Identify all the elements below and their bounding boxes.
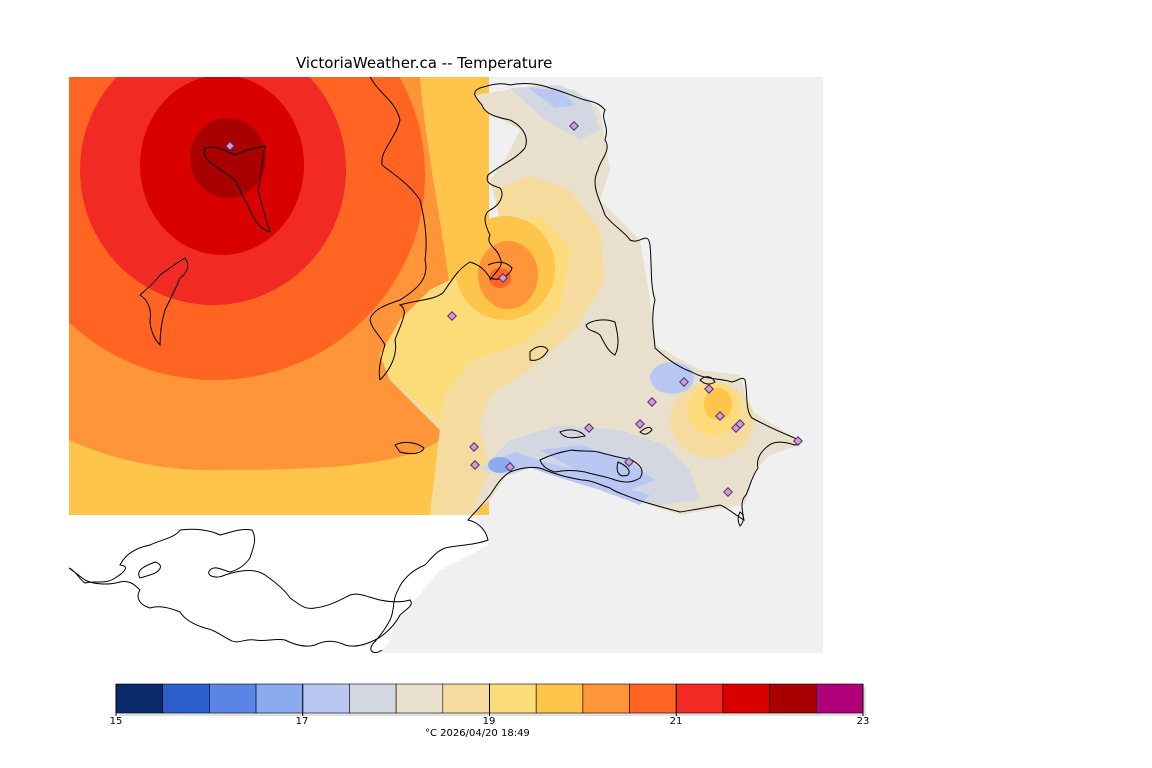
colorbar-swatch — [442, 683, 490, 714]
east-temperature-field — [380, 85, 800, 515]
station-marker — [225, 141, 235, 151]
station-marker — [447, 311, 457, 321]
station-marker — [723, 487, 733, 497]
station-marker — [715, 411, 725, 421]
coastline — [69, 77, 800, 653]
colorbar-swatch — [209, 683, 257, 714]
station-marker — [635, 419, 645, 429]
colorbar-swatch — [395, 683, 444, 714]
station-marker — [647, 397, 657, 407]
colorbar-swatch — [722, 683, 770, 714]
colorbar-swatch — [816, 683, 864, 714]
colorbar-swatch — [535, 683, 584, 714]
colorbar-swatch — [582, 683, 630, 714]
colorbar-tick-label: 17 — [295, 716, 309, 727]
colorbar — [115, 683, 866, 716]
station-marker — [498, 273, 508, 283]
station-marker — [679, 377, 689, 387]
colorbar-tick-label: 23 — [856, 716, 870, 727]
station-marker — [470, 460, 480, 470]
station-marker — [505, 462, 515, 472]
station-markers — [225, 121, 803, 497]
colorbar-swatch — [349, 683, 397, 714]
station-marker — [469, 442, 479, 452]
colorbar-swatch — [162, 683, 210, 714]
west-temperature-field — [69, 77, 489, 515]
colorbar-tick-label: 19 — [482, 716, 496, 727]
colorbar-swatch — [115, 683, 163, 714]
unplotted-land — [69, 515, 488, 653]
colorbar-swatch — [629, 683, 677, 714]
station-marker — [704, 384, 714, 394]
station-marker — [584, 423, 594, 433]
map-title: VictoriaWeather.ca -- Temperature — [296, 54, 553, 72]
colorbar-caption: °C 2026/04/20 18:49 — [425, 728, 530, 739]
colorbar-tick-label: 15 — [109, 716, 123, 727]
colorbar-swatch — [302, 683, 350, 714]
station-marker — [624, 457, 634, 467]
colorbar-tick-label: 21 — [669, 716, 683, 727]
station-marker — [569, 121, 579, 131]
colorbar-swatch — [255, 683, 304, 714]
colorbar-swatch — [489, 683, 537, 714]
station-marker — [735, 419, 745, 429]
colorbar-swatch — [675, 683, 724, 714]
colorbar-swatch — [769, 683, 817, 714]
station-marker — [793, 436, 803, 446]
